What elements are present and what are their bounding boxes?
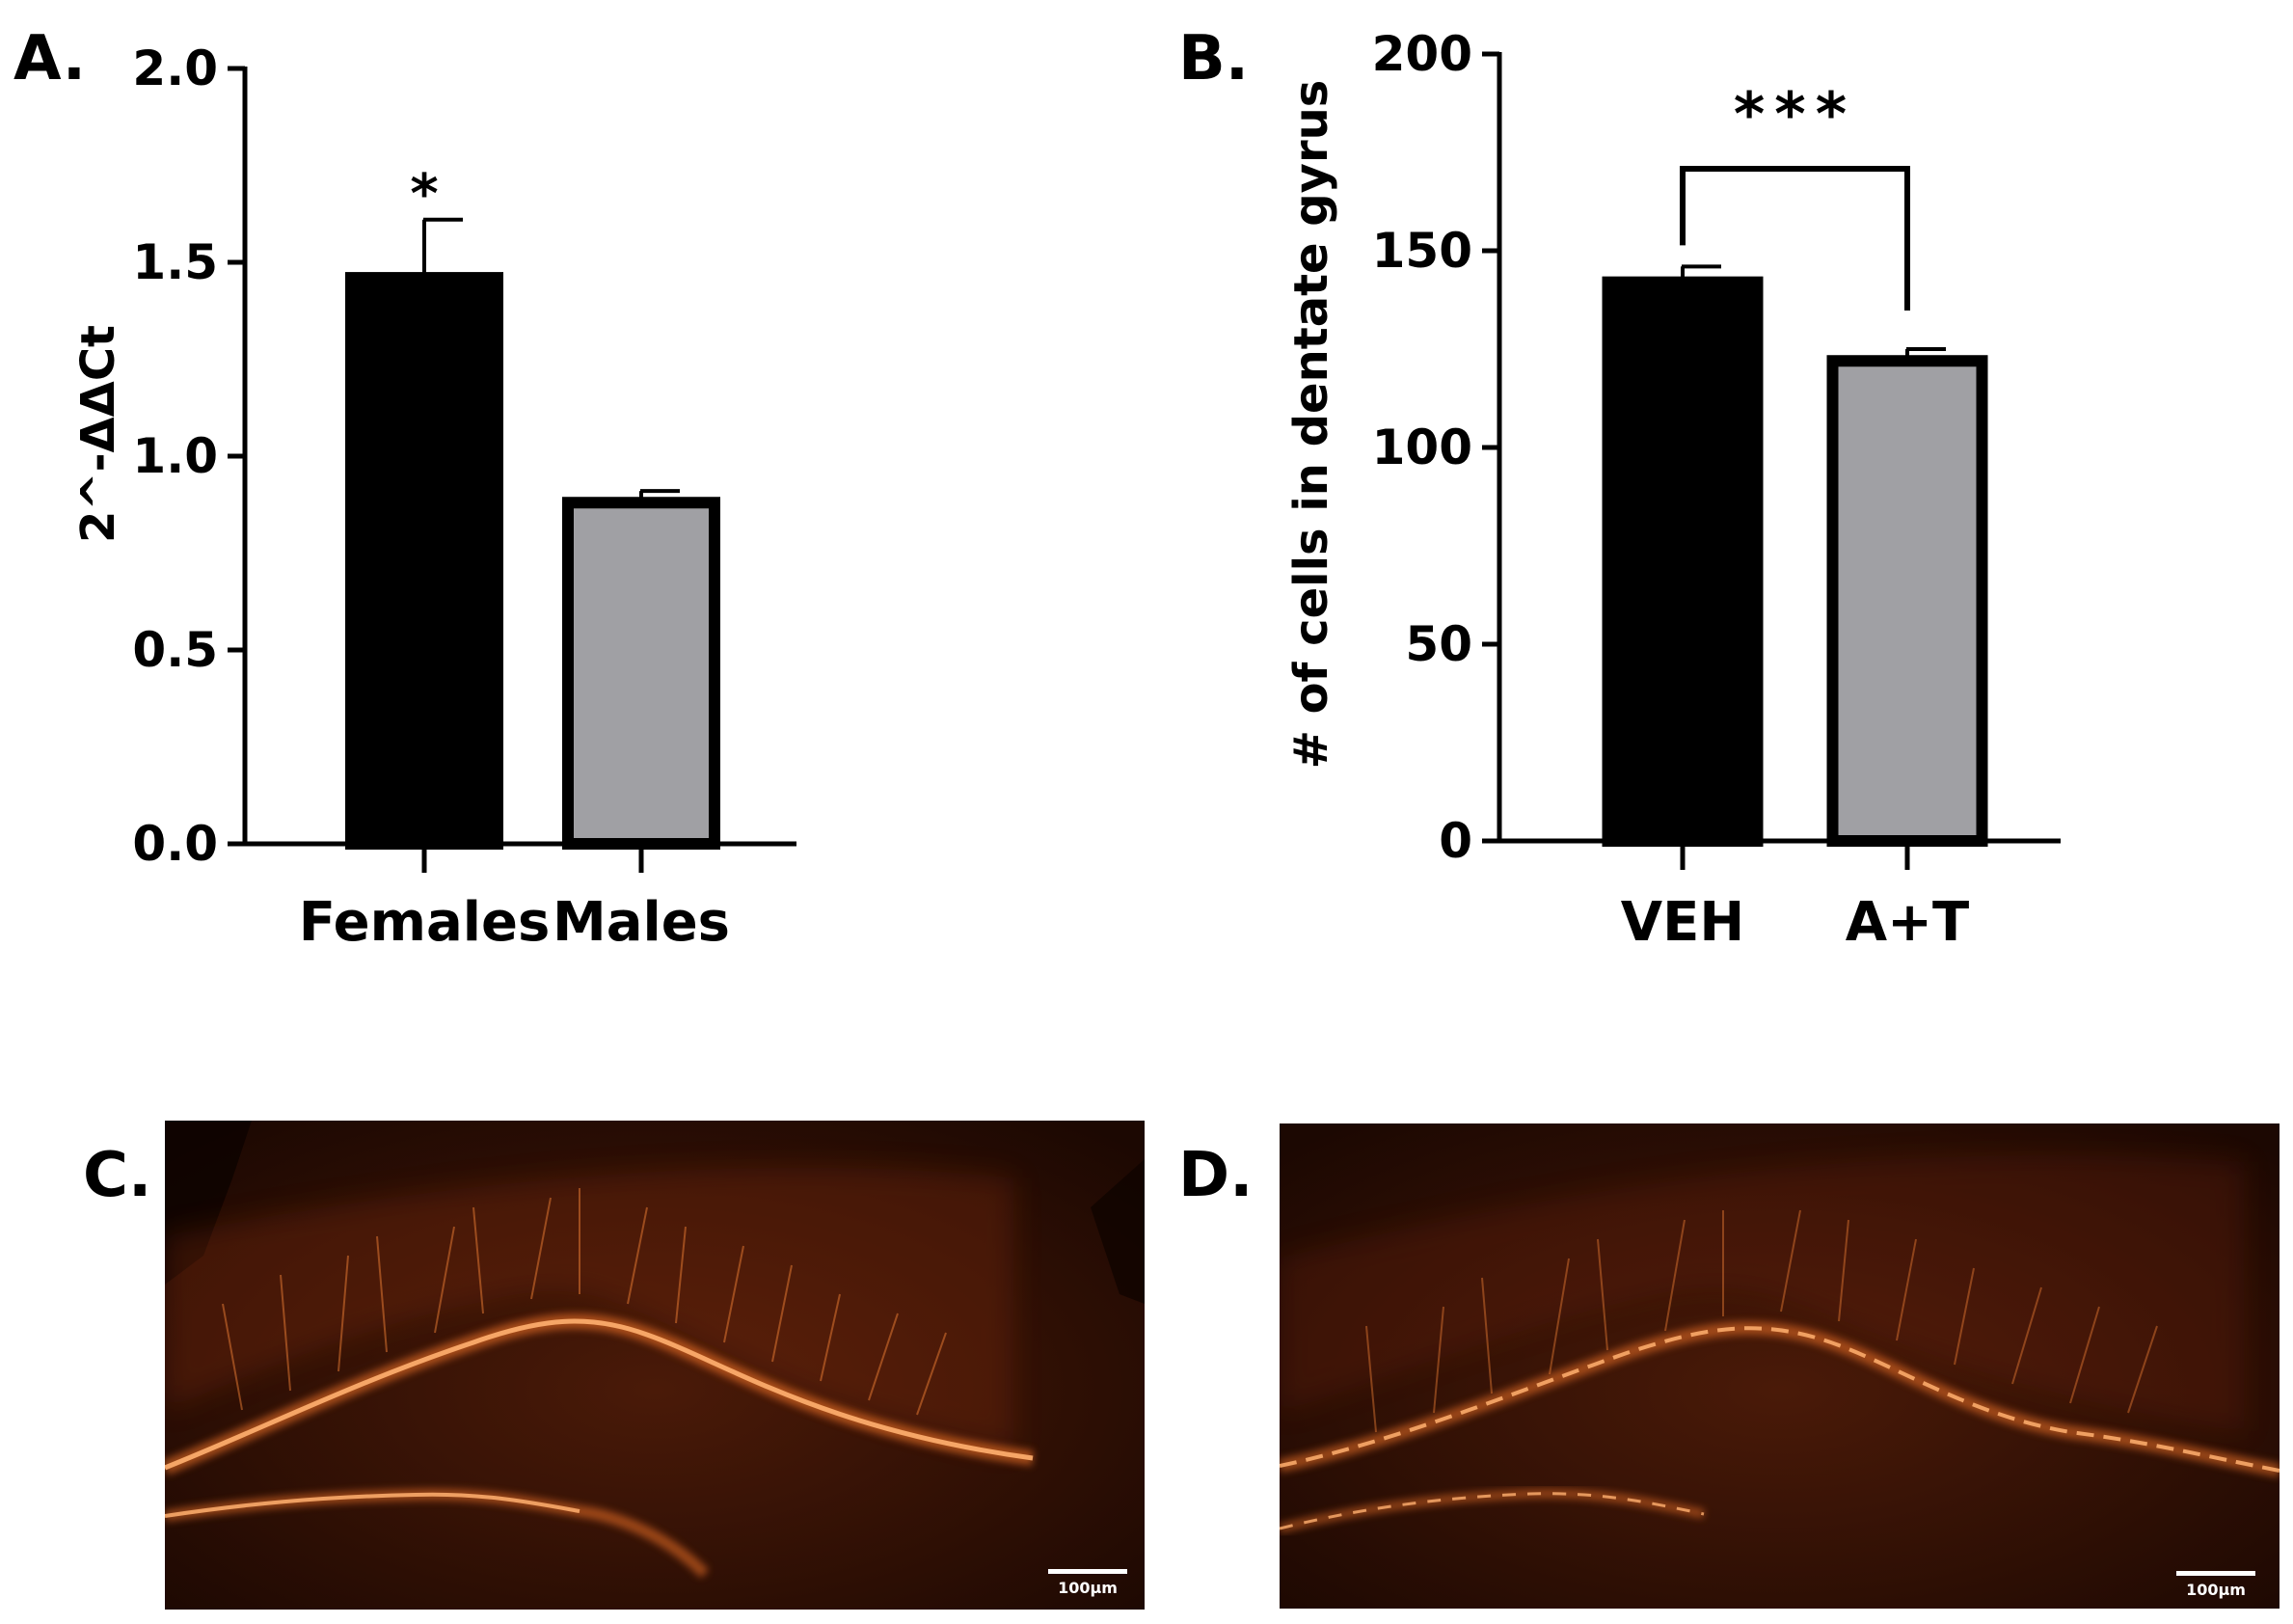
bar-b-veh — [1602, 276, 1764, 847]
y-tick-label-b: 0 — [1439, 813, 1472, 869]
y-tick-label-a: 0.5 — [132, 622, 218, 678]
y-tick-label-b: 100 — [1372, 420, 1472, 475]
x-axis-labels-b: VEH A+T — [1621, 841, 1969, 954]
x-tick-label-a: Males — [553, 891, 730, 954]
micrograph-c-image: 100µm — [165, 1121, 1145, 1610]
significance-star-a: * — [410, 163, 438, 226]
y-axis-title-b: # of cells in dentate gyrus — [1284, 80, 1338, 770]
bar-b-a-t — [1826, 355, 1988, 847]
x-tick-label-b: VEH — [1621, 891, 1744, 954]
significance-bracket-b — [1680, 166, 1910, 311]
x-axis-labels-a: Females Males — [299, 844, 730, 954]
panel-label-a: A. — [13, 23, 86, 95]
bar-a-males — [562, 497, 720, 850]
bars-b — [1602, 276, 1988, 847]
y-axis-ticks-b: 0 50 100 150 200 — [1372, 26, 1499, 869]
micrograph-d: D. 100µm — [1178, 1123, 2280, 1609]
micrograph-c: C. 100µm — [83, 1121, 1145, 1610]
y-tick-label-a: 1.5 — [132, 234, 218, 290]
y-tick-label-a: 1.0 — [132, 428, 218, 484]
panel-label-d: D. — [1178, 1140, 1253, 1211]
scale-bar-label-d: 100µm — [2186, 1581, 2246, 1599]
panel-label-c: C. — [83, 1140, 151, 1211]
micrograph-d-image: 100µm — [1280, 1123, 2280, 1609]
significance-a: * — [410, 163, 438, 226]
y-tick-label-b: 150 — [1372, 223, 1472, 279]
significance-stars-b: *** — [1734, 79, 1856, 149]
chart-b: B. # of cells in dentate gyrus 0 50 100 150… — [1178, 23, 2061, 954]
y-tick-label-a: 2.0 — [132, 41, 218, 96]
y-tick-label-b: 200 — [1372, 26, 1472, 82]
significance-b: *** — [1680, 79, 1910, 311]
scale-bar-label-c: 100µm — [1058, 1579, 1118, 1597]
y-tick-label-a: 0.0 — [132, 816, 218, 872]
panel-label-b: B. — [1178, 23, 1249, 95]
error-bars-b — [1681, 264, 1946, 362]
x-tick-label-b: A+T — [1846, 891, 1969, 954]
y-tick-label-b: 50 — [1405, 616, 1472, 672]
x-tick-label-a: Females — [299, 891, 551, 954]
error-bars-a — [422, 217, 680, 503]
y-axis-ticks-a: 0.0 0.5 1.0 1.5 2.0 — [132, 41, 245, 872]
bars-a — [345, 272, 720, 850]
bar-a-females — [345, 272, 503, 850]
y-axis-title-a: 2^-ΔΔCt — [71, 325, 125, 543]
chart-a: A. 2^-ΔΔCt 0.00.51.01.52.0 Females Males … — [13, 23, 796, 954]
